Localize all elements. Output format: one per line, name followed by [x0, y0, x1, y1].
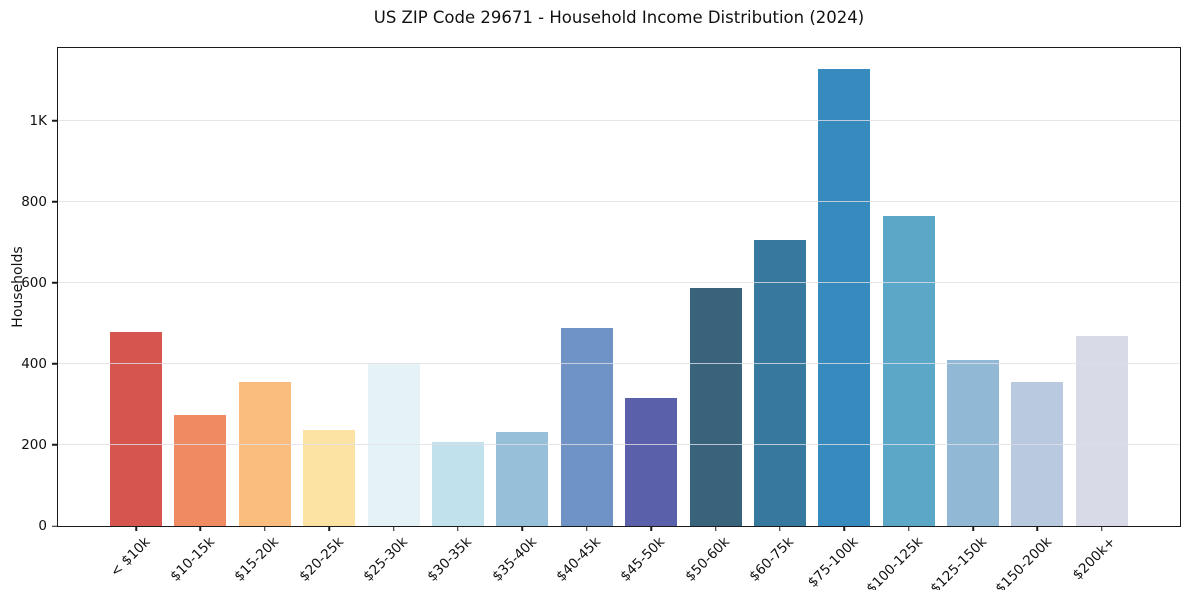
- x-tick: [1101, 526, 1103, 531]
- x-tick-label: $75-100k: [804, 534, 862, 590]
- bar: $15-20k: [231, 382, 291, 585]
- x-tick: [457, 526, 459, 531]
- bar: < $10k: [107, 331, 162, 580]
- bar: $150-200k: [992, 382, 1064, 590]
- bar: $40-45k: [553, 327, 613, 585]
- x-tick: [843, 526, 846, 531]
- x-tick: [392, 526, 395, 531]
- y-tick: [52, 525, 58, 527]
- x-tick-label: $50-60k: [682, 534, 733, 585]
- x-tick: [135, 526, 137, 531]
- x-tick: [521, 526, 524, 531]
- bar: $25-30k: [360, 363, 420, 585]
- x-tick-label: $150-200k: [991, 534, 1055, 590]
- y-tick-label: 400: [21, 355, 47, 372]
- x-tick-label: $45-50k: [617, 534, 669, 585]
- bar: $10-15k: [167, 414, 227, 585]
- x-tick-label: $20-25k: [295, 534, 347, 585]
- x-tick: [1036, 526, 1039, 531]
- y-tick: [52, 444, 58, 446]
- bar: $60-75k: [747, 240, 806, 585]
- x-tick-label: $60-75k: [746, 534, 798, 585]
- x-tick-label: $200k+: [1070, 534, 1120, 584]
- x-tick: [907, 526, 910, 531]
- x-tick-label: $40-45k: [553, 534, 605, 585]
- x-tick: [779, 526, 781, 531]
- x-tick-label: $15-20k: [231, 534, 283, 585]
- y-tick: [52, 282, 58, 284]
- bar: $125-150k: [928, 359, 1000, 590]
- y-tick: [52, 120, 58, 122]
- x-tick: [264, 526, 266, 531]
- x-tick-label: $30-35k: [424, 534, 476, 585]
- x-tick: [714, 526, 717, 531]
- y-tick-label: 600: [21, 274, 47, 291]
- y-tick: [52, 363, 58, 365]
- plot-area: < $10k $10-15k $15-20k $20-25k $25-30k $30-35…: [21, 47, 1181, 590]
- x-tick: [199, 526, 202, 531]
- y-tick-label: 1K: [29, 112, 47, 129]
- x-tick-label: $35-40k: [488, 534, 540, 585]
- bar: $75-100k: [805, 69, 871, 590]
- y-tick-label: 0: [38, 518, 47, 534]
- x-tick-label: $100-125k: [863, 534, 927, 590]
- bar: $45-50k: [618, 398, 678, 585]
- bar: $200k+: [1070, 335, 1128, 583]
- y-tick-label: 200: [21, 436, 47, 453]
- x-tick-label: $25-30k: [360, 534, 411, 585]
- y-tick: [52, 201, 58, 203]
- x-tick-label: $10-15k: [167, 534, 218, 585]
- x-tick: [972, 526, 974, 531]
- y-tick-label: 800: [21, 193, 47, 210]
- x-tick: [328, 526, 330, 531]
- x-tick: [650, 526, 652, 531]
- bar: $30-35k: [425, 442, 484, 585]
- x-tick: [585, 526, 588, 531]
- x-tick-label: < $10k: [107, 534, 154, 581]
- bar: $20-25k: [296, 429, 356, 585]
- bar-series: < $10k $10-15k $15-20k $20-25k $25-30k $30-35…: [58, 48, 1180, 590]
- chart-title: US ZIP Code 29671 - Household Income Dis…: [373, 8, 865, 27]
- bar: $35-40k: [489, 431, 549, 585]
- bar: $100-125k: [863, 216, 935, 590]
- x-tick-label: $125-150k: [927, 534, 991, 590]
- bar: $50-60k: [682, 287, 742, 585]
